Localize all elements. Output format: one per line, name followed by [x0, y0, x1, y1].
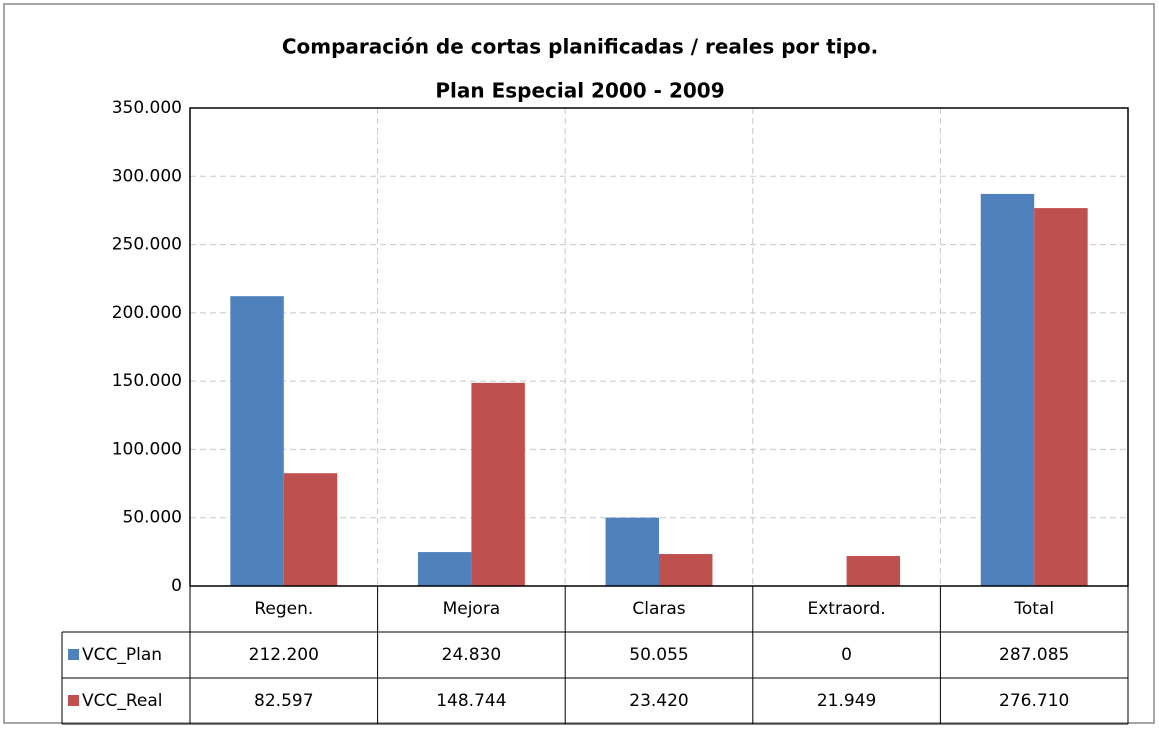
x-tick-label: Total [1013, 599, 1054, 619]
bar [1034, 208, 1088, 586]
bar [230, 296, 284, 586]
y-tick-label: 50.000 [123, 508, 182, 528]
y-tick-label: 250.000 [112, 235, 182, 255]
bar [283, 473, 338, 586]
table-value: 82.597 [254, 691, 313, 711]
table-value: 21.949 [817, 691, 876, 711]
table-value: 0 [841, 645, 852, 665]
legend-label: VCC_Real [82, 691, 163, 711]
y-tick-label: 0 [171, 576, 182, 596]
chart-title: Comparación de cortas planificadas / rea… [282, 35, 878, 59]
table-value: 287.085 [999, 645, 1069, 665]
table-value: 276.710 [999, 691, 1069, 711]
bar [846, 556, 901, 586]
table-value: 212.200 [249, 645, 319, 665]
y-tick-label: 150.000 [112, 371, 182, 391]
chart-border [3, 3, 1155, 724]
chart-subtitle: Plan Especial 2000 - 2009 [435, 79, 724, 103]
y-tick-label: 100.000 [112, 439, 182, 459]
table-value: 24.830 [442, 645, 501, 665]
y-tick-label: 200.000 [112, 303, 182, 323]
legend-swatch [68, 649, 79, 660]
x-tick-label: Regen. [254, 599, 313, 619]
bar [659, 554, 713, 586]
bar [417, 552, 472, 586]
x-tick-label: Mejora [443, 599, 501, 619]
x-tick-label: Claras [632, 599, 685, 619]
y-tick-label: 350.000 [112, 98, 182, 118]
legend-label: VCC_Plan [82, 645, 162, 665]
bar [605, 517, 659, 586]
bar [980, 193, 1035, 586]
legend-swatch [68, 695, 79, 706]
bar [471, 382, 525, 586]
table-value: 50.055 [629, 645, 688, 665]
table-value: 148.744 [436, 691, 506, 711]
table-value: 23.420 [629, 691, 688, 711]
x-tick-label: Extraord. [808, 599, 886, 619]
y-tick-label: 300.000 [112, 166, 182, 186]
